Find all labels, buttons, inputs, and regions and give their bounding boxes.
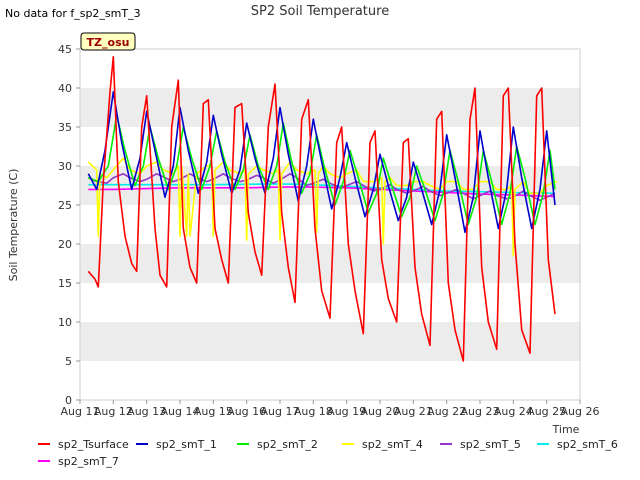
x-tick-label: Aug 23 [461,405,500,418]
site-badge: TZ_osu [80,32,136,51]
legend-label: sp2_smT_6 [557,438,618,451]
y-tick-label: 25 [58,199,72,212]
legend-label: sp2_smT_4 [362,438,423,451]
y-tick-label: 5 [65,355,72,368]
site-badge-label: TZ_osu [87,36,130,49]
y-tick-label: 40 [58,82,72,95]
x-tick-label: Aug 18 [294,405,333,418]
x-tick-label: Aug 19 [327,405,366,418]
legend: sp2_Tsurface sp2_smT_1 sp2_smT_2 sp2_smT_4 s… [38,438,618,468]
x-tick-label: Aug 17 [261,405,300,418]
x-tick-label: Aug 26 [561,405,600,418]
grid-band [80,88,580,127]
x-tick-label: Aug 21 [394,405,433,418]
x-tick-label: Aug 12 [94,405,133,418]
y-tick-label: 30 [58,160,72,173]
y-tick-label: 45 [58,43,72,56]
x-tick-label: Aug 14 [161,405,200,418]
site-badge-box [80,32,136,51]
legend-label: sp2_smT_5 [460,438,521,451]
x-tick-label: Aug 15 [194,405,233,418]
x-tick-label: Aug 11 [61,405,100,418]
series-line-sp2_Tsurface [87,55,556,362]
x-tick-label: Aug 24 [494,405,533,418]
y-tick-label: 15 [58,277,72,290]
x-tick-label: Aug 25 [527,405,566,418]
series-line-sp2_smT_6 [88,183,556,195]
legend-label: sp2_smT_7 [58,455,119,468]
x-tick-label: Aug 20 [361,405,400,418]
x-axis-label: Time [552,423,580,436]
y-tick-label: 35 [58,121,72,134]
x-tick-label: Aug 22 [427,405,466,418]
grid-band [80,244,580,283]
y-tick-label: 20 [58,238,72,251]
legend-label: sp2_smT_2 [257,438,318,451]
y-tick-label: 0 [65,394,72,407]
grid-band [80,322,580,361]
series-line-sp2_smT_2 [88,114,556,226]
grid-bands [80,88,580,361]
plot-frame [79,48,581,401]
series-layer [87,55,557,362]
legend-label: sp2_smT_1 [156,438,217,451]
y-axis-ticks: 0 5 10 15 20 25 30 35 40 45 [58,43,80,407]
y-axis-label: Soil Temperature (C) [7,169,20,282]
x-tick-label: Aug 13 [127,405,166,418]
x-tick-label: Aug 16 [227,405,266,418]
series-line-sp2_smT_5 [87,173,556,202]
no-data-note: No data for f_sp2_smT_3 [5,7,141,20]
legend-label: sp2_Tsurface [58,438,129,451]
y-tick-label: 10 [58,316,72,329]
chart-title: SP2 Soil Temperature [251,4,389,19]
